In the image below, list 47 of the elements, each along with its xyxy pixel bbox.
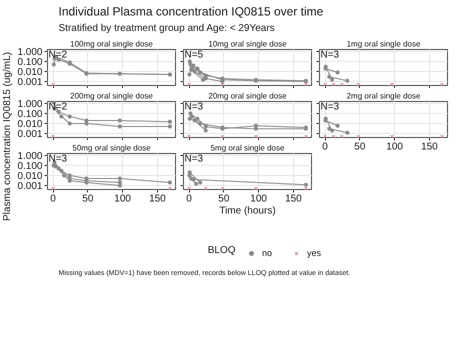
- y-tick-label: 0.010: [17, 67, 43, 78]
- x-tick-label: 50: [218, 194, 230, 204]
- y-tick-label: 1.000: [17, 151, 43, 162]
- x-tick-label: 0: [322, 142, 328, 152]
- annotation: N=3: [184, 102, 204, 112]
- annotation: N=3: [184, 154, 204, 164]
- text: Plasma concentration IQ0815 (ug/mL): [2, 52, 13, 221]
- annotation: N=3: [48, 154, 68, 164]
- y-tick-label: 0.100: [17, 57, 43, 68]
- x-axis-title: Time (hours): [219, 206, 276, 216]
- y-tick-label: 0.001: [17, 129, 43, 140]
- x-tick-label: 0: [186, 194, 192, 204]
- y-tick-label: 0.010: [17, 171, 43, 182]
- y-tick-label: 1.000: [17, 99, 43, 110]
- y-tick-label: 0.001: [17, 181, 43, 192]
- y-tick-label: 1.000: [17, 47, 43, 58]
- y-tick-label: 0.010: [17, 119, 43, 130]
- x-tick-label: 50: [82, 194, 94, 204]
- x-tick-label: 100: [114, 194, 132, 204]
- annotation: N=2: [48, 50, 68, 60]
- legend-label: yes: [307, 248, 322, 258]
- chart-title: 100mg oral single dose: [70, 40, 154, 48]
- legend-label: no: [262, 248, 274, 258]
- annotation: N=3: [320, 102, 340, 112]
- chart-title: 2mg oral single dose: [346, 92, 421, 100]
- annotation: N=3: [320, 50, 340, 60]
- x-tick-label: 0: [50, 194, 56, 204]
- y-tick-label: 0.100: [17, 109, 43, 120]
- x-tick-label: 100: [386, 142, 404, 152]
- chart-title: 10mg oral single dose: [208, 40, 288, 48]
- x-tick-label: 50: [354, 142, 366, 152]
- y-tick-label: 0.001: [17, 77, 43, 88]
- text: Individual Plasma concentration IQ0815 over time: [58, 4, 324, 18]
- chart-title: 1mg oral single dose: [346, 40, 421, 48]
- chart-title: 200mg oral single dose: [70, 92, 154, 100]
- text: Stratified by treatment group and Age: < 29Years: [58, 23, 275, 34]
- chart-title: 5mg oral single dose: [210, 144, 285, 152]
- chart-title: 20mg oral single dose: [208, 92, 288, 100]
- annotation: N=2: [48, 102, 68, 112]
- x-tick-label: 150: [421, 142, 438, 152]
- annotation: N=5: [184, 50, 204, 60]
- x-tick-label: 150: [149, 194, 166, 204]
- chart-title: 50mg oral single dose: [72, 144, 152, 152]
- legend-title: BLOQ: [208, 245, 236, 256]
- y-tick-label: 0.100: [17, 161, 43, 172]
- x-tick-label: 150: [285, 194, 302, 204]
- x-tick-label: 100: [250, 194, 268, 204]
